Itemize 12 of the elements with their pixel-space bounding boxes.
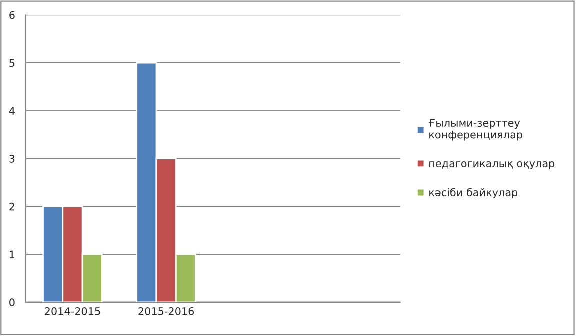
legend-label: Ғылыми-зерттеу конференциялар bbox=[429, 119, 522, 141]
y-tick-label: 2 bbox=[10, 202, 14, 211]
y-tick-label: 4 bbox=[9, 107, 15, 115]
y-tick-label: 5 bbox=[10, 59, 15, 68]
legend-label: кәсіби байкулар bbox=[430, 188, 518, 199]
y-tick-label: 0 bbox=[10, 298, 15, 307]
x-tick-label: 2014-2015 bbox=[45, 307, 100, 316]
y-tick-label: 6 bbox=[10, 11, 15, 20]
legend-label: педагогикалық оқулар bbox=[430, 162, 555, 170]
y-tick-label: 3 bbox=[10, 154, 15, 163]
x-tick-label: 2015-2016 bbox=[138, 307, 194, 316]
y-tick-label: 1 bbox=[10, 250, 15, 258]
